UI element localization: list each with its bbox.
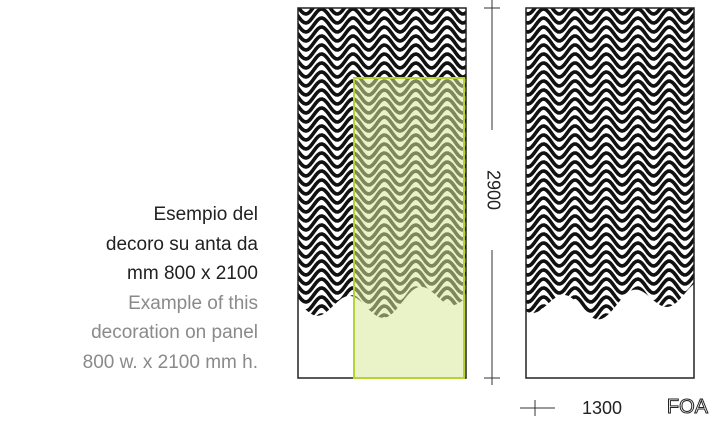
logo: FOA (667, 396, 709, 418)
wave-stripe (526, 133, 694, 151)
panel-right (524, 0, 696, 338)
wave-stripe (526, 223, 694, 241)
wave-stripe (526, 52, 694, 70)
wave-stripe (526, 259, 694, 277)
wave-stripe (526, 124, 694, 142)
wave-stripe (526, 277, 694, 295)
height-dimension (484, 0, 500, 385)
width-dimension (520, 400, 555, 416)
highlight-area (353, 77, 465, 379)
wave-stripe (296, 0, 468, 5)
wave-stripe (524, 324, 696, 338)
wave-stripe (526, 313, 694, 320)
wave-stripe (298, 25, 466, 43)
height-label: 2900 (483, 170, 503, 210)
wave-stripe (526, 34, 694, 52)
wave-stripe (526, 196, 694, 214)
wave-stripe (526, 88, 694, 106)
wave-stripe (524, 0, 696, 5)
wave-stripe (526, 187, 694, 205)
wave-stripe (526, 70, 694, 88)
wave-stripe (298, 34, 466, 52)
wave-stripe (526, 268, 694, 286)
wave-stripe (298, 8, 466, 25)
wave-stripe (526, 232, 694, 250)
wave-stripe (298, 43, 466, 61)
wave-stripe (526, 97, 694, 115)
wave-stripe (526, 241, 694, 259)
wave-stripe (526, 160, 694, 178)
wave-stripe (526, 16, 694, 34)
wave-stripe (526, 142, 694, 160)
wave-stripe (526, 250, 694, 268)
wave-stripe (298, 16, 466, 34)
wave-stripe (526, 115, 694, 133)
caption-it: Esempio del (153, 204, 258, 225)
caption-it: decoro su anta da (106, 234, 259, 255)
wave-stripe (526, 214, 694, 232)
wave-stripe (526, 286, 694, 304)
wave-stripe (526, 205, 694, 223)
caption-en: 800 w. x 2100 mm h. (83, 352, 258, 373)
wave-stripe (526, 79, 694, 97)
panel-right-outline (525, 7, 695, 379)
wave-stripe (526, 106, 694, 124)
wave-stripe (526, 169, 694, 187)
wave-stripe (298, 61, 466, 79)
caption-en: decoration on panel (91, 322, 258, 343)
caption-it: mm 800 x 2100 (127, 263, 258, 284)
wave-stripe (526, 304, 694, 320)
caption-en: Example of this (128, 293, 258, 314)
wave-stripe (526, 25, 694, 43)
wave-stripe (526, 151, 694, 169)
wave-stripe (526, 178, 694, 196)
wave-stripe (526, 43, 694, 61)
width-label: 1300 (582, 398, 622, 418)
wave-stripe (526, 61, 694, 79)
wave-stripe (526, 8, 694, 25)
wave-stripe (298, 52, 466, 70)
